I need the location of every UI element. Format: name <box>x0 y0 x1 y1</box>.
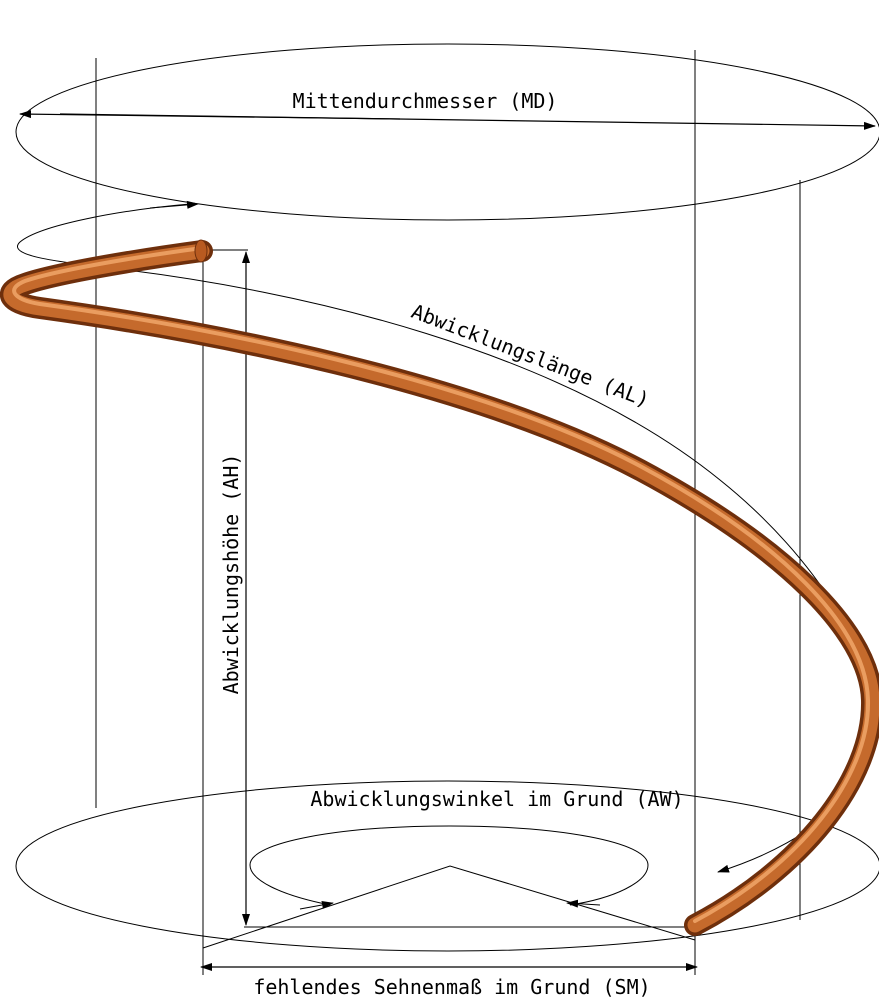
top-ellipse <box>15 43 879 221</box>
helix-top-arrow <box>149 200 199 209</box>
angle-arrow-right <box>566 899 601 908</box>
sm-label: fehlendes Sehnenmaß im Grund (SM) <box>253 975 650 999</box>
angle-arrow-left <box>299 901 334 910</box>
md-dimension-line-back <box>19 110 401 120</box>
aw-label: Abwicklungswinkel im Grund (AW) <box>310 787 683 811</box>
ah-label: Abwicklungshöhe (AH) <box>219 454 243 695</box>
md-label: Mittendurchmesser (MD) <box>293 89 558 113</box>
angle-arc <box>249 825 649 906</box>
chord-v-shape <box>202 865 696 949</box>
copper-tube <box>0 239 879 936</box>
bottom-ellipse <box>15 780 879 952</box>
